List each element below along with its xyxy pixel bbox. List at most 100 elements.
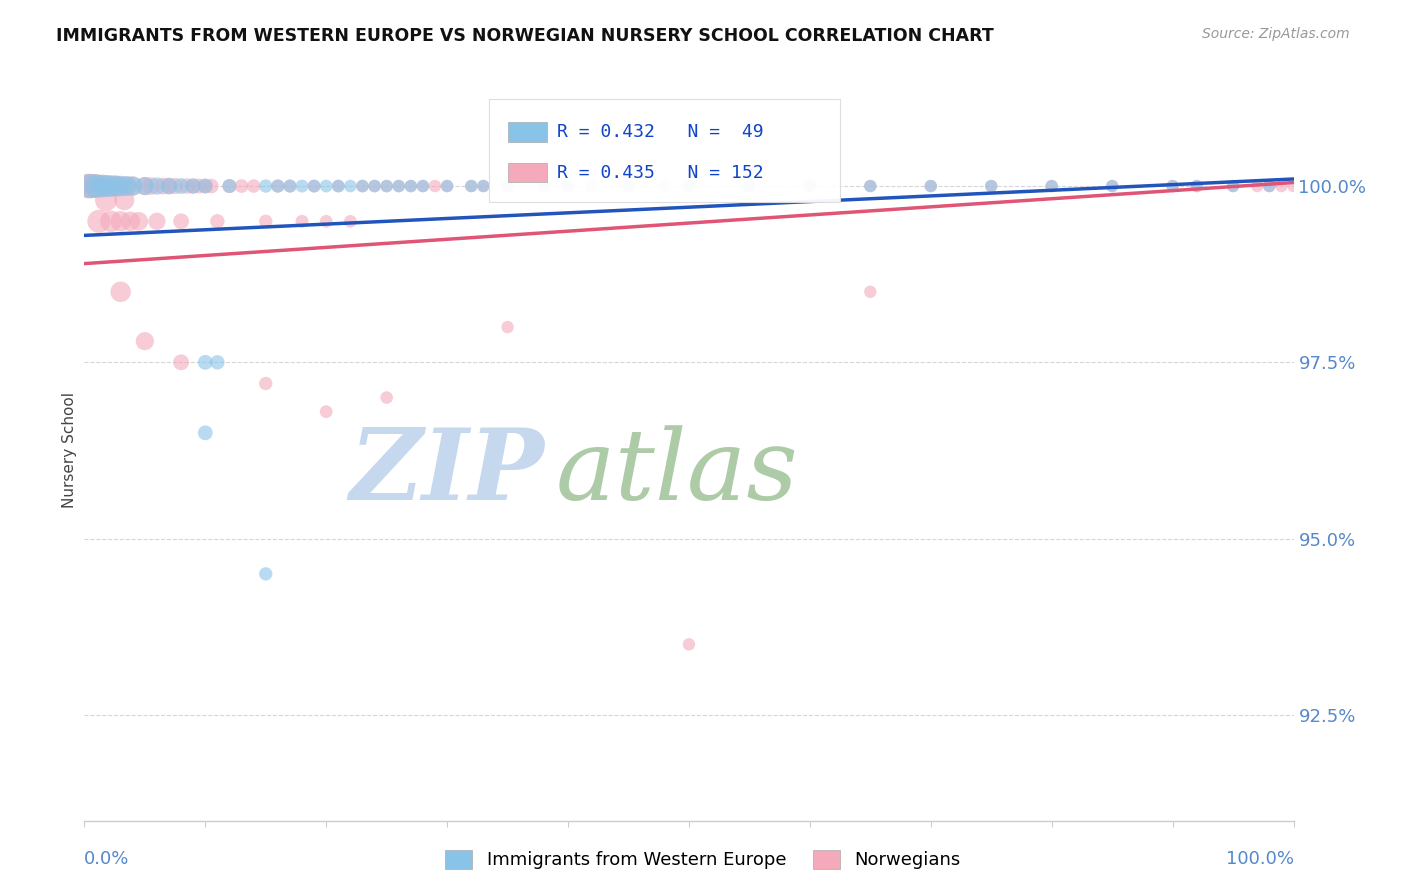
Point xyxy=(170,179,193,194)
Point xyxy=(1258,179,1281,194)
Point xyxy=(104,179,127,194)
Point xyxy=(207,214,229,228)
Point xyxy=(302,179,325,194)
Point xyxy=(87,214,110,228)
Point xyxy=(1222,179,1244,194)
Point xyxy=(1282,179,1305,194)
Point xyxy=(139,179,162,194)
Point xyxy=(352,179,374,194)
Point xyxy=(134,179,156,194)
Point xyxy=(157,179,180,194)
Point xyxy=(194,179,217,194)
Point xyxy=(218,179,240,194)
Point xyxy=(157,179,180,194)
Point xyxy=(617,179,640,194)
Point xyxy=(181,179,204,194)
Point xyxy=(200,179,222,194)
Point xyxy=(315,405,337,419)
Point xyxy=(533,179,555,194)
Point xyxy=(91,179,114,194)
Point xyxy=(581,179,603,194)
Point xyxy=(1258,179,1281,194)
Point xyxy=(207,355,229,369)
Point xyxy=(112,193,135,207)
Point xyxy=(242,179,264,194)
Point xyxy=(1185,179,1208,194)
Point xyxy=(86,179,108,194)
Point xyxy=(388,179,411,194)
Point xyxy=(339,179,361,194)
Point xyxy=(472,179,495,194)
Text: Source: ZipAtlas.com: Source: ZipAtlas.com xyxy=(1202,27,1350,41)
Point xyxy=(738,179,761,194)
Point xyxy=(328,179,350,194)
Point xyxy=(121,179,143,194)
Point xyxy=(188,179,211,194)
FancyBboxPatch shape xyxy=(508,122,547,142)
Point xyxy=(100,214,122,228)
Point xyxy=(1185,179,1208,194)
Point xyxy=(79,179,101,194)
Point xyxy=(557,179,579,194)
Point xyxy=(267,179,290,194)
Point xyxy=(1161,179,1184,194)
Point xyxy=(375,179,398,194)
Point xyxy=(472,179,495,194)
Point xyxy=(460,179,482,194)
Point xyxy=(980,179,1002,194)
FancyBboxPatch shape xyxy=(508,163,547,183)
Point xyxy=(496,320,519,334)
Point xyxy=(423,179,446,194)
Point xyxy=(115,179,138,194)
Point xyxy=(97,179,120,194)
Point xyxy=(291,179,314,194)
Point xyxy=(194,179,217,194)
Point xyxy=(152,179,174,194)
Point xyxy=(120,214,142,228)
Point xyxy=(231,179,253,194)
Text: 0.0%: 0.0% xyxy=(84,850,129,868)
Point xyxy=(375,179,398,194)
Point xyxy=(110,285,132,299)
Point xyxy=(254,214,277,228)
Point xyxy=(363,179,385,194)
Point xyxy=(267,179,290,194)
Point xyxy=(315,179,337,194)
Point xyxy=(1222,179,1244,194)
Point xyxy=(94,193,117,207)
Point xyxy=(1161,179,1184,194)
Legend: Immigrants from Western Europe, Norwegians: Immigrants from Western Europe, Norwegia… xyxy=(436,841,970,879)
Point xyxy=(170,214,193,228)
Point xyxy=(980,179,1002,194)
Point xyxy=(194,355,217,369)
Point xyxy=(254,376,277,391)
Point xyxy=(859,179,882,194)
Point xyxy=(678,637,700,651)
Y-axis label: Nursery School: Nursery School xyxy=(62,392,77,508)
Point xyxy=(557,179,579,194)
Point xyxy=(86,179,108,194)
Point xyxy=(107,179,129,194)
Point xyxy=(399,179,422,194)
Point xyxy=(412,179,434,194)
Point xyxy=(399,179,422,194)
Text: ZIP: ZIP xyxy=(349,425,544,521)
Point xyxy=(278,179,301,194)
Point xyxy=(121,179,143,194)
Point xyxy=(1040,179,1063,194)
Point xyxy=(254,179,277,194)
Point xyxy=(302,179,325,194)
Point xyxy=(678,179,700,194)
Point xyxy=(315,214,337,228)
Point xyxy=(278,179,301,194)
Point xyxy=(738,179,761,194)
Text: 100.0%: 100.0% xyxy=(1226,850,1294,868)
Point xyxy=(115,179,138,194)
Point xyxy=(165,179,187,194)
Point xyxy=(83,179,105,194)
Point xyxy=(496,179,519,194)
Point xyxy=(533,179,555,194)
Point xyxy=(128,214,150,228)
Point xyxy=(254,566,277,581)
Point xyxy=(460,179,482,194)
